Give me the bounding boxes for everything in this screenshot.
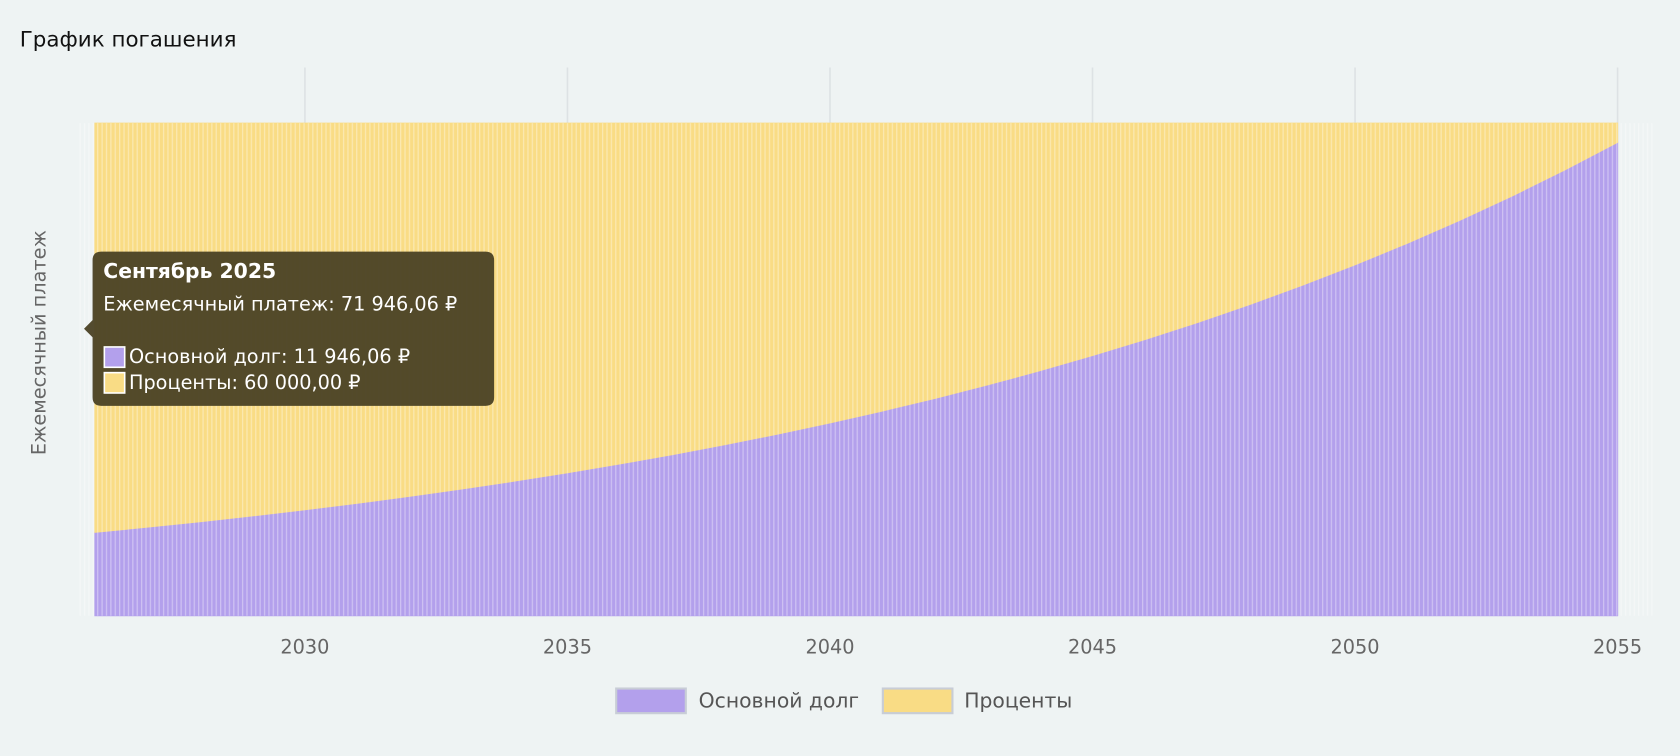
tooltip-title: Сентябрь 2025 bbox=[103, 259, 276, 283]
tooltip: Сентябрь 2025 Ежемесячный платеж: 71 946… bbox=[84, 251, 495, 406]
legend-swatch bbox=[615, 687, 687, 715]
x-tick-label: 2045 bbox=[1068, 635, 1117, 658]
tooltip-swatch bbox=[103, 371, 126, 394]
legend-label: Основной долг bbox=[699, 688, 859, 712]
tooltip-total: Ежемесячный платеж: 71 946,06 ₽ bbox=[103, 293, 457, 316]
legend[interactable]: Основной долг Проценты bbox=[615, 687, 1072, 715]
chart-title: График погашения bbox=[20, 28, 237, 53]
x-tick-label: 2055 bbox=[1593, 635, 1642, 658]
x-tick-label: 2050 bbox=[1331, 635, 1380, 658]
legend-label: Проценты bbox=[964, 688, 1072, 712]
tooltip-swatch bbox=[103, 346, 126, 369]
tooltip-box bbox=[84, 251, 495, 406]
legend-swatch bbox=[881, 687, 954, 715]
x-axis: 2030 2035 2040 2045 2050 2055 bbox=[280, 635, 1642, 658]
tooltip-item: Основной долг: 11 946,06 ₽ bbox=[129, 345, 410, 368]
x-tick-label: 2035 bbox=[543, 635, 592, 658]
y-axis-label: Ежемесячный платеж bbox=[28, 230, 51, 455]
tooltip-item: Проценты: 60 000,00 ₽ bbox=[129, 371, 361, 394]
x-tick-label: 2030 bbox=[280, 635, 329, 658]
x-tick-label: 2040 bbox=[805, 635, 854, 658]
